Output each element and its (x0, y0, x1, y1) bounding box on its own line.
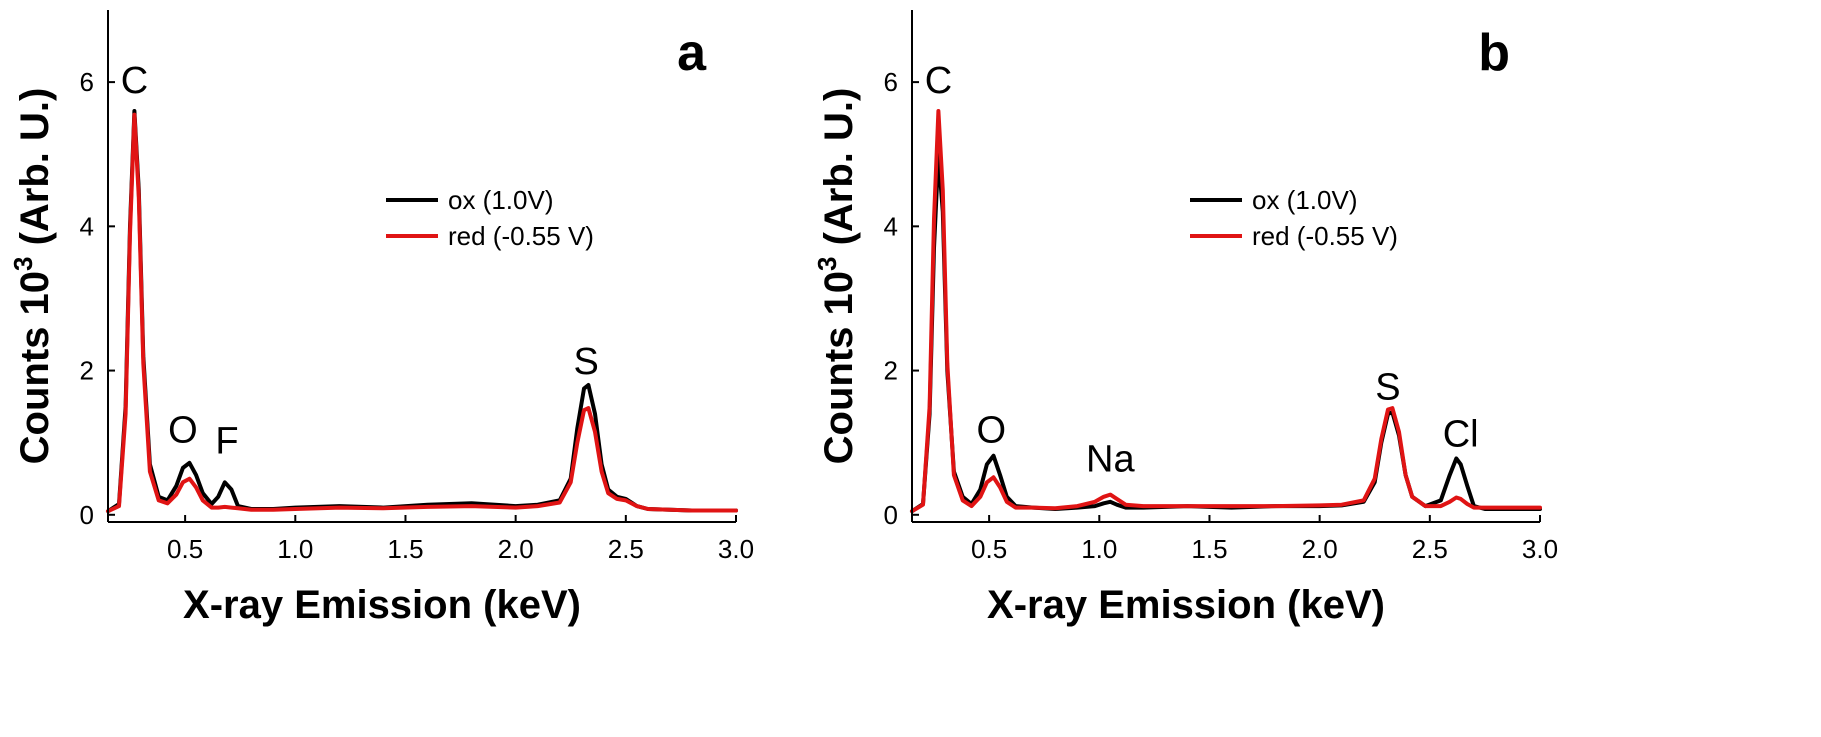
x-tick-label: 3.0 (718, 534, 754, 564)
series-line-red (910, 109, 1542, 514)
x-tick-label: 2.0 (1302, 534, 1338, 564)
x-tick-label: 2.0 (498, 534, 534, 564)
legend-label-red: red (-0.55 V) (448, 221, 594, 251)
chart-panel-b: 0.5 1.0 1.5 2.0 2.5 3.0 0 2 4 6 X-ray Emission (ke… (812, 10, 1558, 627)
y-tick-label: 0 (80, 500, 94, 530)
x-tick-label: 3.0 (1522, 534, 1558, 564)
peak-label-cl: Cl (1443, 413, 1479, 455)
y-tick-label: 6 (80, 67, 94, 97)
panel-label: b (1478, 24, 1510, 82)
y-tick-label: 4 (80, 211, 94, 241)
y-tick-label: 4 (884, 211, 898, 241)
legend-label-red: red (-0.55 V) (1252, 221, 1398, 251)
x-tick-label: 1.0 (1081, 534, 1117, 564)
y-axis-title: Counts 103 (Arb. U.) (812, 88, 861, 465)
peak-label-o: O (168, 410, 198, 452)
peak-label-o: O (977, 410, 1007, 452)
x-tick-label: 2.5 (1412, 534, 1448, 564)
peak-label-f: F (215, 420, 238, 462)
y-tick-label: 2 (884, 356, 898, 386)
y-tick-label: 0 (884, 500, 898, 530)
peak-label-na: Na (1086, 439, 1135, 481)
panel-label: a (677, 24, 707, 82)
x-tick-label: 0.5 (971, 534, 1007, 564)
series-line-ox (106, 109, 738, 514)
y-tick-label: 2 (80, 356, 94, 386)
x-axis-title: X-ray Emission (keV) (987, 583, 1385, 627)
series-line-ox (910, 152, 1542, 514)
x-tick-label: 1.5 (1191, 534, 1227, 564)
y-tick-label: 6 (884, 67, 898, 97)
x-tick-label: 1.0 (277, 534, 313, 564)
peak-label-s: S (573, 341, 598, 383)
peak-label-c: C (121, 60, 148, 102)
y-axis-title: Counts 103 (Arb. U.) (8, 88, 57, 465)
legend-label-ox: ox (1.0V) (1252, 185, 1358, 215)
peak-label-c: C (925, 60, 952, 102)
x-tick-label: 1.5 (387, 534, 423, 564)
x-tick-label: 2.5 (608, 534, 644, 564)
legend-label-ox: ox (1.0V) (448, 185, 554, 215)
x-axis-title: X-ray Emission (keV) (183, 583, 581, 627)
x-tick-label: 0.5 (167, 534, 203, 564)
series-line-red (106, 112, 738, 514)
peak-label-s: S (1375, 366, 1400, 408)
chart-panel-a: 0.5 1.0 1.5 2.0 2.5 3.0 0 2 4 6 X-ray Emission (ke… (8, 10, 754, 627)
